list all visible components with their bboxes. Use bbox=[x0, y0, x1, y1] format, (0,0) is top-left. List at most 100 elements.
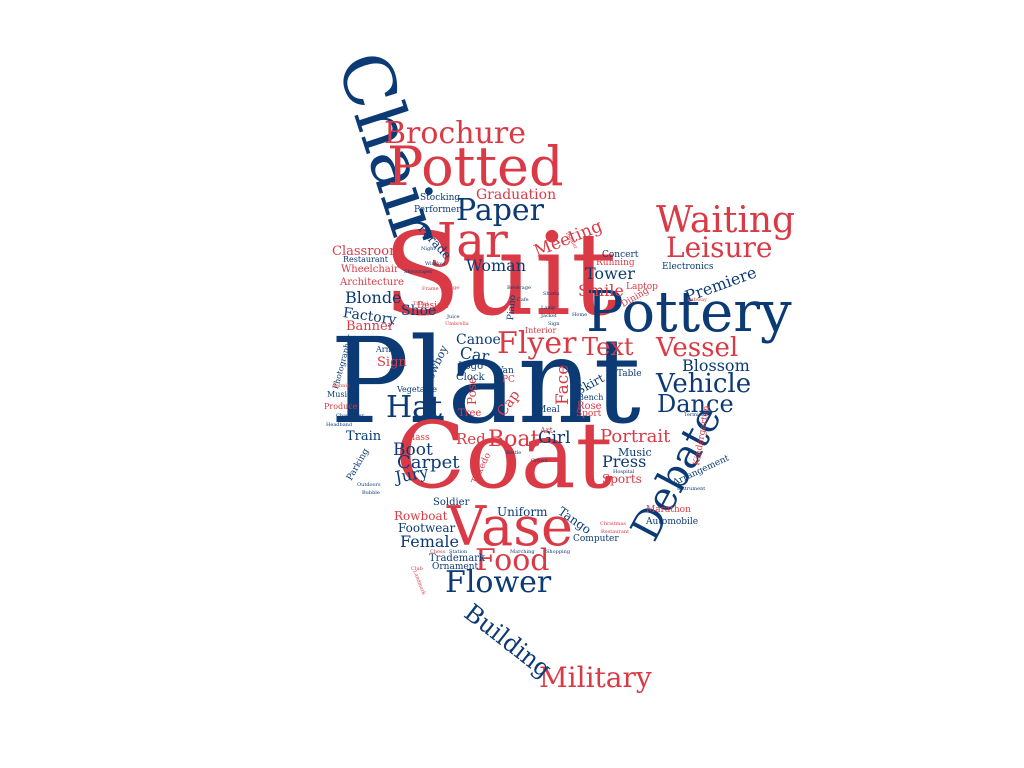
word-plant: Plant bbox=[330, 312, 641, 450]
word-outdoors: Outdoors bbox=[357, 482, 381, 488]
word-jacket: Jacket bbox=[541, 313, 557, 319]
word-collage: Collage bbox=[440, 285, 460, 291]
word-smile: Smile bbox=[578, 281, 624, 300]
word-vessel: Vessel bbox=[656, 333, 739, 363]
word-shorts: Shorts bbox=[543, 291, 560, 297]
word-cafe: Cafe bbox=[517, 297, 529, 303]
word-table: Table bbox=[617, 369, 642, 379]
word-uniform: Uniform bbox=[497, 505, 548, 519]
word-ornament: Ornament bbox=[432, 562, 479, 572]
word-beverage: Beverage bbox=[507, 285, 531, 291]
word-wheelchair: Wheelchair bbox=[341, 264, 399, 275]
word-face: Face bbox=[553, 364, 573, 405]
word-flyer: Flyer bbox=[497, 326, 577, 361]
word-sign: Sign bbox=[377, 355, 407, 370]
word-musical: Musical bbox=[327, 390, 359, 399]
word-tower: Tower bbox=[585, 264, 635, 283]
word-sign: Sign bbox=[548, 321, 560, 327]
word-building: Building bbox=[458, 598, 557, 684]
word-automobile: Automobile bbox=[646, 517, 699, 527]
word-water: Water bbox=[541, 257, 557, 263]
word-night: Night bbox=[421, 246, 436, 252]
word-terminal: Terminal bbox=[684, 412, 707, 418]
word-marathon: Marathon bbox=[646, 505, 691, 515]
word-tree: Tree bbox=[458, 408, 482, 419]
word-headband: Headband bbox=[326, 422, 353, 428]
word-brochure: Brochure bbox=[384, 116, 526, 151]
word-subway: Subway bbox=[687, 297, 707, 303]
word-club: Club bbox=[411, 566, 423, 572]
word-chandelier: Chandelier bbox=[336, 413, 364, 419]
word-landmark: Landmark bbox=[411, 569, 427, 596]
word-bottle: Bottle bbox=[506, 450, 522, 456]
word-train: Train bbox=[346, 429, 382, 444]
word-pottery: Pottery bbox=[586, 280, 792, 345]
word-interior: Interior bbox=[525, 326, 557, 335]
word-hospital: Hospital bbox=[613, 469, 635, 475]
word-sports: Sports bbox=[602, 472, 642, 486]
word-blonde: Blonde bbox=[345, 288, 402, 307]
word-marching: Marching bbox=[510, 549, 535, 555]
word-umbrella: Umbrella bbox=[445, 321, 469, 327]
word-red: Red bbox=[456, 430, 486, 448]
word-hat: Hat bbox=[386, 390, 443, 425]
word-female: Female bbox=[400, 532, 459, 551]
word-paper: Paper bbox=[456, 193, 545, 228]
word-music: Music bbox=[618, 446, 652, 459]
word-meal: Meal bbox=[537, 405, 560, 415]
word-instrument: Instrument bbox=[677, 486, 706, 492]
word-restaurant: Restaurant bbox=[601, 529, 630, 535]
word-graduation: Graduation bbox=[476, 187, 557, 203]
word-blossom: Blossom bbox=[682, 356, 750, 375]
word-frame: Frame bbox=[422, 286, 439, 292]
word-food: Food bbox=[475, 543, 550, 578]
word-sport: Sport bbox=[576, 409, 602, 419]
word-potted: Potted bbox=[387, 135, 564, 198]
word-christmas: Christmas bbox=[600, 521, 626, 527]
word-shopping: Shopping bbox=[546, 549, 571, 555]
word-coat: Coat bbox=[395, 402, 613, 509]
word-restaurant: Restaurant bbox=[343, 255, 388, 264]
word-shoe: Shoe bbox=[401, 303, 437, 319]
word-lamp: Lamp bbox=[541, 305, 556, 311]
word-juice: Juice bbox=[447, 314, 460, 320]
word-art: Art bbox=[540, 426, 553, 435]
word-banner: Banner bbox=[346, 319, 394, 334]
word-chess: Chess bbox=[430, 549, 446, 555]
word-trademark: Trademark bbox=[429, 553, 486, 564]
word-logo: Logo bbox=[458, 361, 484, 372]
word-crown: Crown bbox=[531, 458, 548, 464]
word-jar: Jar bbox=[437, 213, 508, 269]
word-concert: Concert bbox=[602, 250, 639, 260]
word-tennis: Tennis bbox=[333, 383, 350, 389]
word-military: Military bbox=[539, 661, 652, 694]
word-classroom: Classroom bbox=[332, 244, 402, 259]
word-laptop: Laptop bbox=[626, 282, 658, 292]
word-carpet: Carpet bbox=[397, 452, 460, 473]
word-bench: Bench bbox=[578, 393, 604, 402]
word-soldier: Soldier bbox=[433, 497, 470, 508]
word-vehicle: Vehicle bbox=[656, 369, 752, 399]
word-dance: Dance bbox=[657, 390, 734, 418]
word-produce: Produce bbox=[324, 402, 358, 411]
word-pc: PC bbox=[502, 375, 515, 385]
word-performer: Performer bbox=[414, 205, 461, 215]
word-parking: Parking bbox=[345, 446, 372, 483]
word-van: Van bbox=[497, 366, 514, 376]
word-boat: Boat bbox=[488, 427, 540, 452]
word-stocking: Stocking bbox=[420, 193, 461, 203]
word-glass: Glass bbox=[405, 433, 430, 443]
word-waiting: Waiting bbox=[656, 200, 796, 241]
word-clock: Clock bbox=[456, 372, 485, 383]
word-window: Window bbox=[425, 261, 446, 267]
word-vase: Vase bbox=[447, 495, 573, 558]
word-architecture: Architecture bbox=[340, 277, 404, 288]
word-electronics: Electronics bbox=[662, 262, 714, 272]
word-portrait: Portrait bbox=[600, 426, 671, 447]
word-text: Text bbox=[582, 333, 634, 361]
word-tribal: Tribal bbox=[413, 301, 429, 307]
word-leisure: Leisure bbox=[666, 231, 773, 264]
word-design: Design bbox=[417, 301, 449, 311]
word-vegetable: Vegetable bbox=[397, 385, 438, 394]
